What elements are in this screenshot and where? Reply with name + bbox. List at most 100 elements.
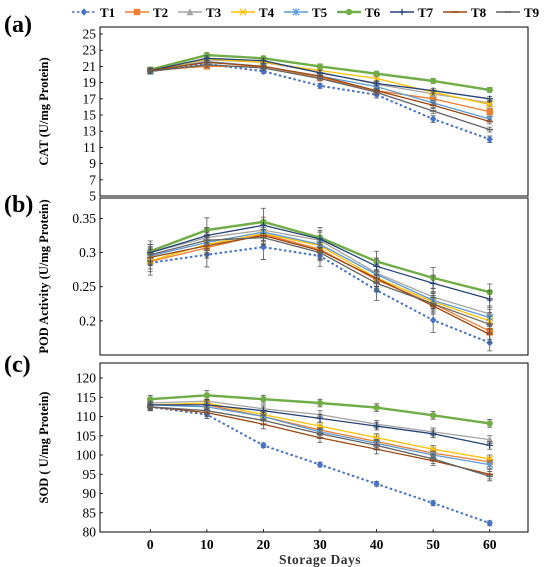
y-tick-label: 5 [89,189,96,204]
y-tick-label: 17 [83,91,97,106]
data-point [373,70,380,77]
legend-label-t4: T4 [259,5,275,20]
y-tick-label: 19 [83,75,97,90]
x-tick-label: 50 [426,537,440,552]
data-point [486,135,493,144]
legend-marker-t7 [398,8,406,16]
x-tick-label: 0 [147,537,154,552]
legend-marker-t3 [186,8,194,16]
x-tick-label: 20 [257,537,271,552]
y-tick-label: 13 [83,124,97,139]
data-point [260,407,267,414]
x-tick-label: 10 [200,537,214,552]
data-point [260,395,267,403]
y-tick-label: 23 [83,43,97,58]
data-point [373,80,380,87]
data-point [316,63,324,70]
series-t7 [147,55,493,102]
data-point [316,399,324,407]
data-point [429,115,437,123]
y-tick-label: 21 [83,59,97,74]
x-tick-label: 60 [483,537,497,552]
y-tick-label: 0.2 [79,313,96,328]
series-t9 [147,229,493,333]
plot-frame [99,362,529,533]
data-point [316,235,324,243]
legend-label-t8: T8 [471,5,487,20]
data-point [373,422,380,430]
data-point [260,57,267,64]
y-tick-label: 11 [83,140,96,155]
y-axis-label: POD Activity (U/mg Protein) [37,199,51,353]
y-axis-label: SOD ( U/mg Protein) [37,392,51,504]
data-point [486,435,494,443]
y-tick-label: 9 [89,156,96,171]
data-point [486,420,493,427]
legend-label-t7: T7 [418,5,434,20]
data-point [486,295,493,303]
data-point [373,404,380,411]
data-point [316,82,324,90]
x-tick-label: 30 [313,537,327,552]
data-point [203,392,211,399]
data-point [486,108,493,115]
data-point [486,86,493,94]
legend-label-t5: T5 [312,5,328,20]
data-point [429,499,437,507]
data-point [429,95,437,102]
data-point [429,87,437,94]
legend-marker-t5 [292,8,300,16]
y-tick-label: 115 [76,390,96,405]
data-point [486,442,493,449]
data-point [486,100,494,109]
y-tick-label: 0.25 [72,279,96,294]
panel-label: (a) [4,12,32,38]
y-tick-label: 7 [89,172,96,187]
data-point [429,280,437,287]
legend-label-t2: T2 [153,5,168,20]
data-point [429,412,437,419]
data-point [203,51,211,59]
data-point [486,95,493,102]
data-point [429,77,437,85]
data-point [429,430,437,438]
legend-marker-t1 [80,8,88,16]
legend-label-t3: T3 [206,5,222,20]
data-point [260,243,267,251]
data-point [316,415,324,422]
y-tick-label: 105 [76,428,97,443]
y-axis-label: CAT (U/mg Protein) [37,57,51,165]
panel-label: (c) [4,352,31,378]
series-t9 [147,402,493,482]
x-tick-label: 40 [370,537,384,552]
legend-marker-t6 [345,8,353,16]
y-tick-label: 0.35 [72,211,96,226]
y-tick-label: 110 [76,409,96,424]
data-point [373,263,380,270]
plot-frame [99,197,529,356]
data-point [373,480,380,488]
plot-frame [99,26,529,197]
y-tick-label: 120 [76,371,97,386]
series-t9 [147,61,493,133]
x-axis-label: Storage Days [279,552,361,567]
legend: T1 T2 T3 T4 T5 T6 T7 T8 T9 [72,5,540,20]
legend-label-t9: T9 [524,5,540,20]
y-tick-label: 100 [76,448,97,463]
legend-marker-t4 [239,8,247,16]
data-point [486,460,494,469]
panel-label: (b) [4,192,33,218]
legend-label-t6: T6 [365,5,381,20]
data-point [429,316,437,324]
data-point [316,460,324,469]
y-tick-label: 0.3 [79,245,96,260]
legend-marker-t2 [133,8,141,16]
legend-label-t1: T1 [100,5,115,20]
y-tick-label: 15 [83,108,97,123]
y-tick-label: 90 [83,486,97,501]
y-tick-label: 80 [83,525,97,540]
data-point [486,519,493,527]
